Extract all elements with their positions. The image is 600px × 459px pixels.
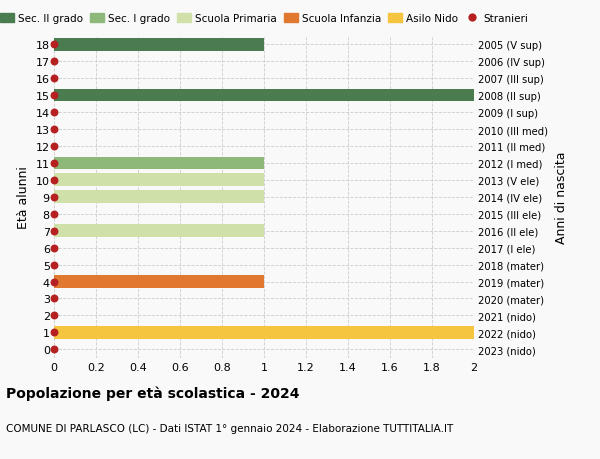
Point <box>49 211 59 218</box>
Point <box>49 194 59 201</box>
Bar <box>54 90 474 102</box>
Point <box>49 245 59 252</box>
Point <box>49 312 59 319</box>
Point <box>49 160 59 167</box>
Text: COMUNE DI PARLASCO (LC) - Dati ISTAT 1° gennaio 2024 - Elaborazione TUTTITALIA.I: COMUNE DI PARLASCO (LC) - Dati ISTAT 1° … <box>6 424 453 433</box>
Point <box>49 126 59 134</box>
Bar <box>54 157 264 170</box>
Point <box>49 228 59 235</box>
Bar <box>54 275 264 288</box>
Point <box>49 177 59 184</box>
Point <box>49 92 59 100</box>
Text: Popolazione per età scolastica - 2024: Popolazione per età scolastica - 2024 <box>6 386 299 400</box>
Y-axis label: Età alunni: Età alunni <box>17 166 30 229</box>
Legend: Sec. II grado, Sec. I grado, Scuola Primaria, Scuola Infanzia, Asilo Nido, Stran: Sec. II grado, Sec. I grado, Scuola Prim… <box>0 10 532 28</box>
Bar <box>54 39 264 51</box>
Point <box>49 143 59 150</box>
Point <box>49 58 59 66</box>
Point <box>49 278 59 285</box>
Bar <box>54 225 264 238</box>
Point <box>49 295 59 302</box>
Y-axis label: Anni di nascita: Anni di nascita <box>555 151 568 244</box>
Bar <box>54 174 264 187</box>
Bar <box>54 326 474 339</box>
Point <box>49 109 59 117</box>
Point <box>49 261 59 269</box>
Point <box>49 346 59 353</box>
Bar <box>54 191 264 204</box>
Point <box>49 75 59 83</box>
Point <box>49 329 59 336</box>
Point <box>49 41 59 49</box>
